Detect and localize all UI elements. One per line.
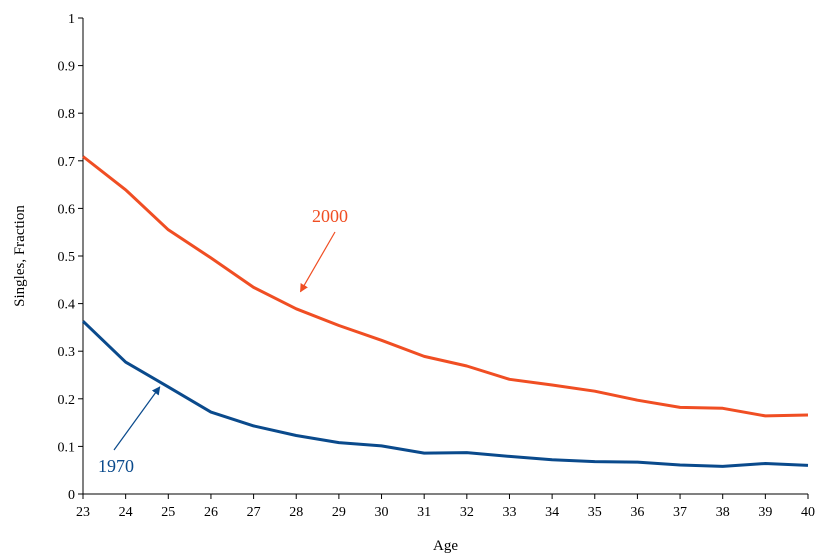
annotation-arrow-2000 — [299, 231, 336, 293]
series-line-2000 — [82, 155, 809, 418]
y-tick-label: 0.7 — [58, 155, 76, 170]
y-tick-label: 0.9 — [58, 60, 76, 75]
x-tick-label: 36 — [630, 505, 644, 520]
y-tick-label: 0.2 — [58, 393, 76, 408]
x-tick-label: 40 — [801, 505, 815, 520]
y-tick-label: 0.1 — [58, 440, 76, 455]
annotation-arrow-1970 — [113, 386, 161, 451]
x-tick-label: 35 — [588, 505, 602, 520]
x-tick-label: 24 — [119, 505, 133, 520]
series-line-1970 — [81, 320, 809, 468]
y-tick-label: 0.5 — [58, 250, 76, 265]
x-tick-label: 34 — [545, 505, 559, 520]
x-tick-label: 33 — [502, 505, 516, 520]
x-axis-ticks: 23 24 25 26 27 28 29 30 31 32 33 34 35 36 37 38 39 40 — [76, 494, 815, 520]
annotation-label-2000: 2000 — [312, 206, 348, 226]
y-tick-label: 0 — [68, 488, 75, 503]
x-tick-label: 39 — [758, 505, 772, 520]
x-axis-title: Age — [433, 538, 458, 554]
annotation-label-1970: 1970 — [98, 456, 134, 476]
y-tick-label: 0.4 — [58, 298, 76, 313]
x-tick-label: 25 — [161, 505, 175, 520]
x-tick-label: 32 — [460, 505, 474, 520]
x-tick-label: 37 — [673, 505, 687, 520]
x-tick-label: 23 — [76, 505, 90, 520]
annotation-layer: 2000 1970 — [98, 206, 348, 476]
x-tick-label: 29 — [332, 505, 346, 520]
y-tick-label: 0.3 — [58, 345, 76, 360]
x-tick-label: 31 — [417, 505, 431, 520]
x-tick-label: 38 — [716, 505, 730, 520]
y-axis-title: Singles, Fraction — [12, 205, 28, 307]
y-axis-ticks: 0 0.1 0.2 0.3 0.4 0.5 0.6 0.7 0.8 0.9 1 — [58, 12, 83, 503]
x-tick-label: 30 — [375, 505, 389, 520]
series-layer — [81, 155, 809, 468]
x-tick-label: 28 — [289, 505, 303, 520]
x-tick-label: 27 — [247, 505, 261, 520]
y-tick-label: 0.6 — [58, 202, 76, 217]
y-tick-label: 0.8 — [58, 107, 76, 122]
x-tick-label: 26 — [204, 505, 218, 520]
y-tick-label: 1 — [68, 12, 75, 27]
